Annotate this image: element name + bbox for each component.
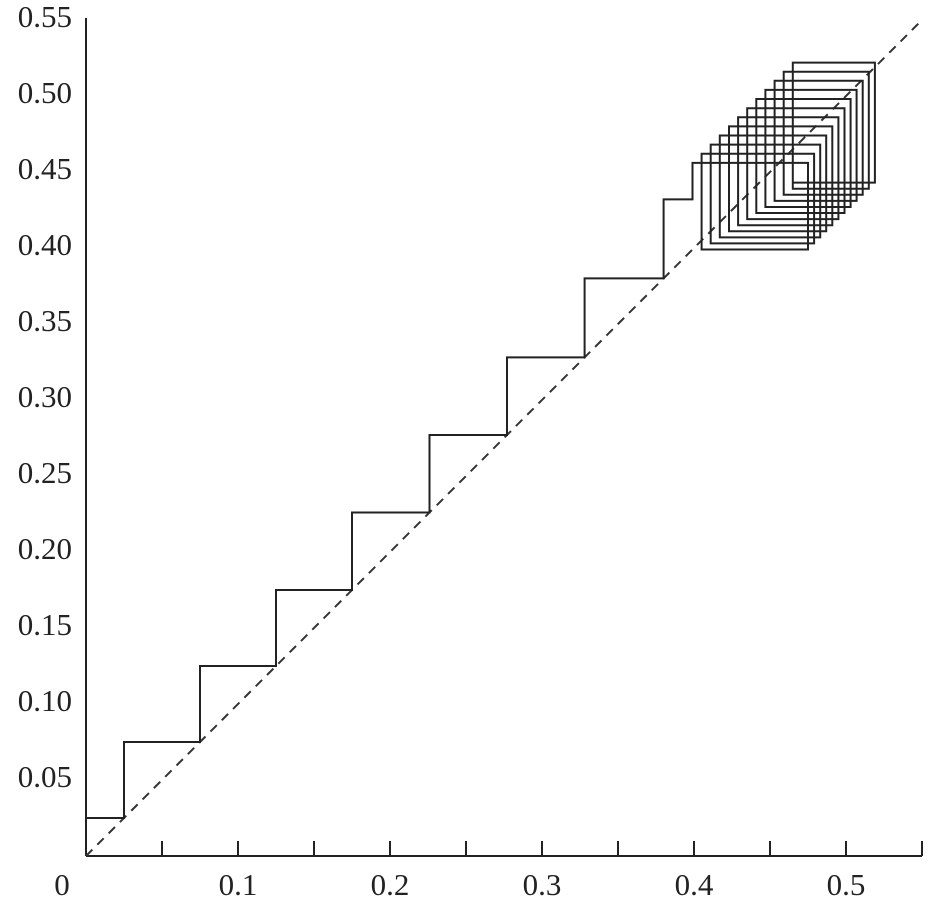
y-tick-label: 0.10 — [18, 683, 72, 718]
y-tick-label: 0.35 — [18, 303, 72, 338]
y-tick-label: 0.55 — [18, 0, 72, 34]
y-tick-label: 0.50 — [18, 75, 72, 110]
x-tick-label: 0.2 — [371, 867, 410, 902]
x-tick-label: 0 — [54, 867, 70, 902]
y-tick-label: 0.15 — [18, 607, 72, 642]
y-tick-label: 0.25 — [18, 455, 72, 490]
y-tick-label: 0.40 — [18, 227, 72, 262]
x-tick-label: 0.5 — [827, 867, 866, 902]
y-tick-label: 0.45 — [18, 151, 72, 186]
y-tick-label: 0.30 — [18, 379, 72, 414]
x-tick-label: 0.4 — [675, 867, 714, 902]
diagonal-line — [85, 19, 923, 857]
cobweb-line — [86, 61, 876, 819]
y-tick-label: 0.05 — [18, 759, 72, 794]
x-tick-label: 0.3 — [523, 867, 562, 902]
y-tick-label: 0.20 — [18, 531, 72, 566]
x-tick-label: 0.1 — [219, 867, 258, 902]
